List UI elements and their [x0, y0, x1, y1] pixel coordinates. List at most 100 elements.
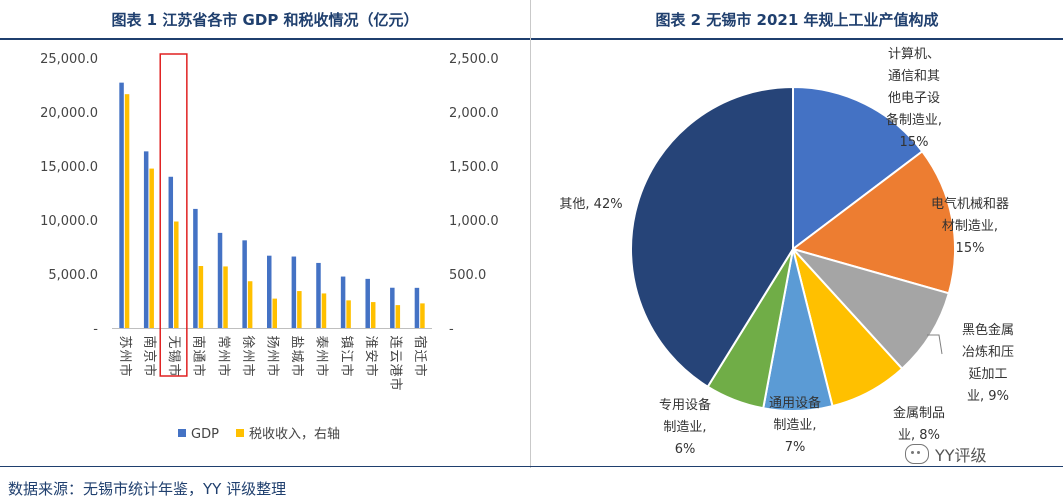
pie-label-line: 电气机械和器 [931, 196, 1009, 212]
category-label-char: 云 [388, 349, 403, 362]
pie-slice [630, 85, 794, 389]
category-label-char: 宿 [412, 335, 428, 348]
leader-line [927, 334, 943, 355]
category-label-char: 市 [141, 363, 157, 376]
category-label-char: 市 [215, 363, 231, 376]
legend-label-tax: 税收收入，右轴 [249, 427, 340, 442]
gdp-bar [242, 240, 247, 328]
right-axis-tick-label: 1,500.0 [449, 160, 499, 175]
category-label-char: 市 [289, 363, 305, 376]
category-label-char: 州 [314, 349, 329, 362]
category-label-char: 城 [289, 349, 304, 362]
pie-label-line: 15% [900, 135, 929, 150]
tax-bar [321, 293, 327, 328]
category-label-char: 市 [117, 363, 133, 376]
chart1-title: 图表 1 江苏省各市 GDP 和税收情况（亿元） [111, 10, 419, 29]
category-label: 南通市 [191, 335, 207, 376]
category-label: 苏州市 [117, 335, 133, 376]
category-label-char: 京 [141, 349, 156, 362]
industry-structure-chart-panel: 图表 2 无锡市 2021 年规上工业产值构成 计算机、 通信和其 他电子设 备制造业… [531, 0, 1063, 468]
right-axis-tick-label: - [449, 322, 454, 337]
category-label-char: 市 [240, 363, 256, 376]
category-label-char: 淮 [363, 335, 378, 348]
watermark: YY评级 [905, 442, 987, 466]
right-axis-tick-label: 2,500.0 [449, 52, 499, 67]
left-axis-tick-label: 10,000.0 [40, 214, 98, 229]
category-label-char: 港 [388, 363, 403, 376]
tax-bar [370, 302, 376, 328]
category-label: 盐城市 [289, 335, 305, 376]
pie-label-line: 业, 8% [898, 428, 940, 443]
right-axis-tick-label: 1,000.0 [449, 214, 499, 229]
legend-swatch-gdp [178, 429, 186, 437]
tax-bar [149, 168, 154, 328]
pie-label-line: 制造业, [663, 420, 706, 435]
category-label-char: 市 [191, 363, 207, 376]
pie-slice [790, 149, 956, 295]
tax-bar [297, 291, 302, 328]
gdp-bar [168, 176, 174, 328]
pie-slice [789, 247, 951, 371]
gdp-bar [291, 256, 297, 328]
category-label-char: 常 [215, 335, 230, 348]
gdp-bar [365, 278, 370, 328]
watermark-text: YY评级 [935, 446, 987, 465]
pie-label-line: 黑色金属 [962, 322, 1014, 338]
tax-bar [124, 94, 130, 329]
tax-bar [272, 298, 277, 328]
category-label-char: 扬 [265, 335, 280, 348]
gdp-bar [143, 151, 149, 328]
category-label-char: 无 [166, 335, 181, 348]
category-label: 泰州市 [314, 335, 330, 376]
pie-label-line: 他电子设 [888, 91, 940, 106]
category-label-char: 市 [412, 363, 428, 376]
category-label-char: 市 [363, 363, 379, 376]
pie-label-line: 备制造业, [886, 112, 942, 128]
category-label-char: 州 [215, 349, 230, 362]
category-label-char: 通 [191, 349, 206, 362]
category-label-char: 市 [265, 363, 281, 376]
gdp-bar [267, 255, 272, 328]
gdp-bar [340, 276, 346, 328]
category-label-char: 市 [338, 363, 354, 376]
category-label: 常州市 [215, 335, 231, 376]
gdp-bar [193, 208, 198, 328]
pie-label-line: 7% [785, 440, 806, 455]
left-axis-tick-label: 25,000.0 [40, 52, 98, 67]
legend-label-gdp: GDP [191, 427, 219, 442]
gdp-bar [316, 262, 321, 328]
tax-bar [247, 281, 253, 328]
category-label: 宿迁市 [412, 335, 428, 376]
tax-bar [223, 266, 228, 328]
gdp-bar [119, 82, 124, 328]
pie-label-line: 通用设备 [769, 395, 821, 411]
tax-bar [174, 221, 179, 328]
category-label-char: 市 [388, 377, 404, 390]
pie-label-line: 6% [675, 442, 696, 457]
gdp-bar [414, 287, 420, 328]
wechat-icon [905, 444, 929, 464]
chart2-title-bar: 图表 2 无锡市 2021 年规上工业产值构成 [531, 0, 1063, 40]
category-label-char: 连 [388, 335, 404, 348]
category-label-char: 州 [265, 349, 280, 362]
tax-bar [395, 305, 401, 328]
pie-label-line: 金属制品 [893, 405, 945, 421]
category-label-char: 市 [166, 363, 182, 376]
footer-divider [0, 466, 1063, 467]
category-label-char: 州 [240, 349, 255, 362]
chart1-title-bar: 图表 1 江苏省各市 GDP 和税收情况（亿元） [0, 0, 530, 40]
category-label-char: 南 [141, 335, 157, 348]
category-label-char: 迁 [412, 349, 427, 362]
gdp-bar [217, 232, 223, 328]
legend-swatch-tax [236, 429, 244, 437]
pie-slice-label: 其他, 42% [559, 197, 622, 212]
left-axis-tick-label: 5,000.0 [48, 268, 98, 283]
source-note: 数据来源：无锡市统计年鉴，YY 评级整理 [8, 480, 287, 498]
pie-label-line: 计算机、 [888, 47, 940, 62]
category-label-char: 苏 [117, 335, 133, 348]
category-label: 淮安市 [363, 335, 379, 376]
category-label-char: 锡 [166, 349, 181, 362]
category-label: 扬州市 [265, 335, 281, 376]
